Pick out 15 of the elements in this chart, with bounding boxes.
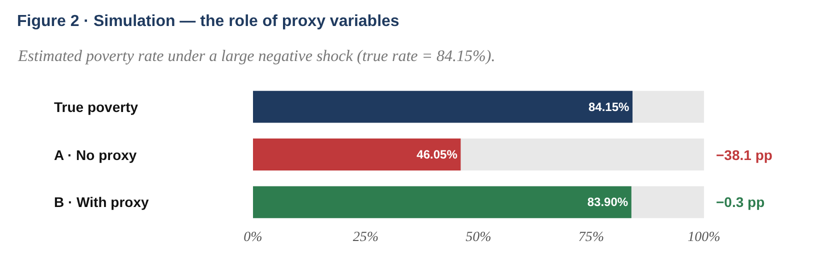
chart-subtitle: Estimated poverty rate under a large negative shock (true rate = 84.15%). bbox=[17, 48, 496, 65]
data-label: 83.90% bbox=[587, 195, 628, 210]
data-label: 84.15% bbox=[588, 100, 630, 114]
data-label: 46.05% bbox=[416, 148, 458, 162]
x-tick-label: 0% bbox=[244, 230, 262, 245]
x-tick-label: 75% bbox=[578, 230, 604, 245]
text: −38.1 pp bbox=[716, 147, 772, 163]
text: −0.3 pp bbox=[716, 194, 765, 210]
x-tick-label: 100% bbox=[688, 230, 720, 245]
x-tick-label: 50% bbox=[466, 230, 492, 245]
y-tick-label: True poverty bbox=[54, 99, 138, 115]
y-tick-label: B · With proxy bbox=[54, 194, 149, 210]
x-tick-label: 25% bbox=[352, 230, 379, 245]
y-tick-label: A · No proxy bbox=[54, 147, 137, 163]
chart-title: Figure 2 · Simulation — the role of proxy variables bbox=[17, 13, 400, 30]
